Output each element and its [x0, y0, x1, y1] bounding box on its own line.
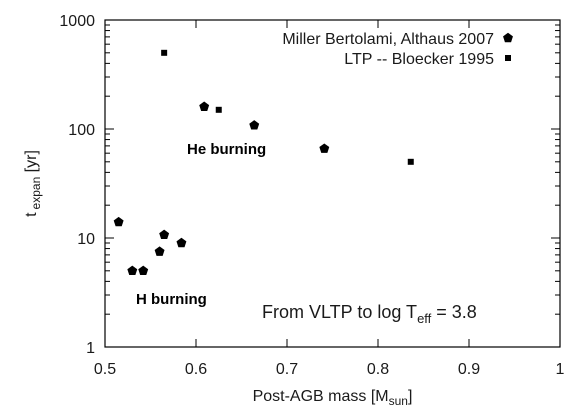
- legend-label-ltp-bloecker: LTP -- Bloecker 1995: [344, 51, 494, 68]
- x-axis-label: Post-AGB mass [Msun]: [253, 388, 413, 408]
- legend-square-glyph: [505, 55, 511, 61]
- data-point-square: [407, 158, 414, 165]
- x-axis-label-main: Post-AGB mass [M: [253, 388, 389, 405]
- data-point-pentagon: [127, 265, 138, 276]
- legend: Miller Bertolami, Althaus 2007 LTP -- Bl…: [282, 31, 513, 68]
- data-marks: [113, 49, 414, 276]
- annotation-h-burning: H burning: [136, 291, 207, 308]
- x-tick-label: 0.9: [458, 361, 480, 378]
- data-point-pentagon: [138, 265, 149, 276]
- axis-ticks: [104, 19, 561, 348]
- data-point-pentagon: [249, 120, 260, 130]
- y-tick-label: 1: [86, 340, 95, 357]
- y-tick-label: 10: [77, 231, 95, 248]
- data-point-pentagon: [176, 237, 187, 248]
- y-axis-label-main: t: [23, 212, 40, 217]
- annotation-condition-prefix: From VLTP to log T: [262, 302, 417, 322]
- y-axis-label: t expan [yr]: [23, 150, 43, 217]
- legend-marker-pentagon: [503, 32, 513, 43]
- x-tick-label: 0.8: [367, 361, 389, 378]
- data-point-pentagon: [159, 229, 170, 239]
- x-tick-label: 1: [556, 361, 565, 378]
- data-point-pentagon: [319, 143, 330, 153]
- y-tick-label: 100: [68, 122, 95, 139]
- annotation-vltp-condition: From VLTP to log Teff = 3.8: [262, 302, 477, 326]
- annotation-condition-suffix: = 3.8: [431, 302, 477, 322]
- x-tick-label: 0.7: [276, 361, 298, 378]
- data-point-pentagon: [113, 216, 124, 227]
- legend-pentagon-glyph: [503, 32, 513, 43]
- data-point-square: [161, 49, 168, 56]
- x-tick-label: 0.6: [185, 361, 207, 378]
- plot-frame: [104, 19, 561, 348]
- y-tick-label: 1000: [59, 13, 95, 30]
- x-axis-label-sub: sun: [389, 394, 408, 408]
- data-point-pentagon: [199, 101, 210, 111]
- x-axis-label-end: ]: [408, 388, 412, 405]
- data-point-square: [215, 106, 222, 113]
- x-tick-label: 0.5: [94, 361, 116, 378]
- legend-label-mba2007: Miller Bertolami, Althaus 2007: [282, 31, 494, 48]
- axis-tick-labels: 0.5 0.6 0.7 0.8 0.9 1 1 10 100 1000: [59, 13, 564, 378]
- annotation-he-burning: He burning: [187, 141, 266, 158]
- data-point-pentagon: [154, 246, 165, 256]
- y-axis-label-sub: expan: [29, 177, 43, 210]
- y-axis-label-end: [yr]: [23, 150, 40, 177]
- annotation-condition-sub: eff: [417, 311, 432, 326]
- legend-marker-square: [505, 55, 511, 61]
